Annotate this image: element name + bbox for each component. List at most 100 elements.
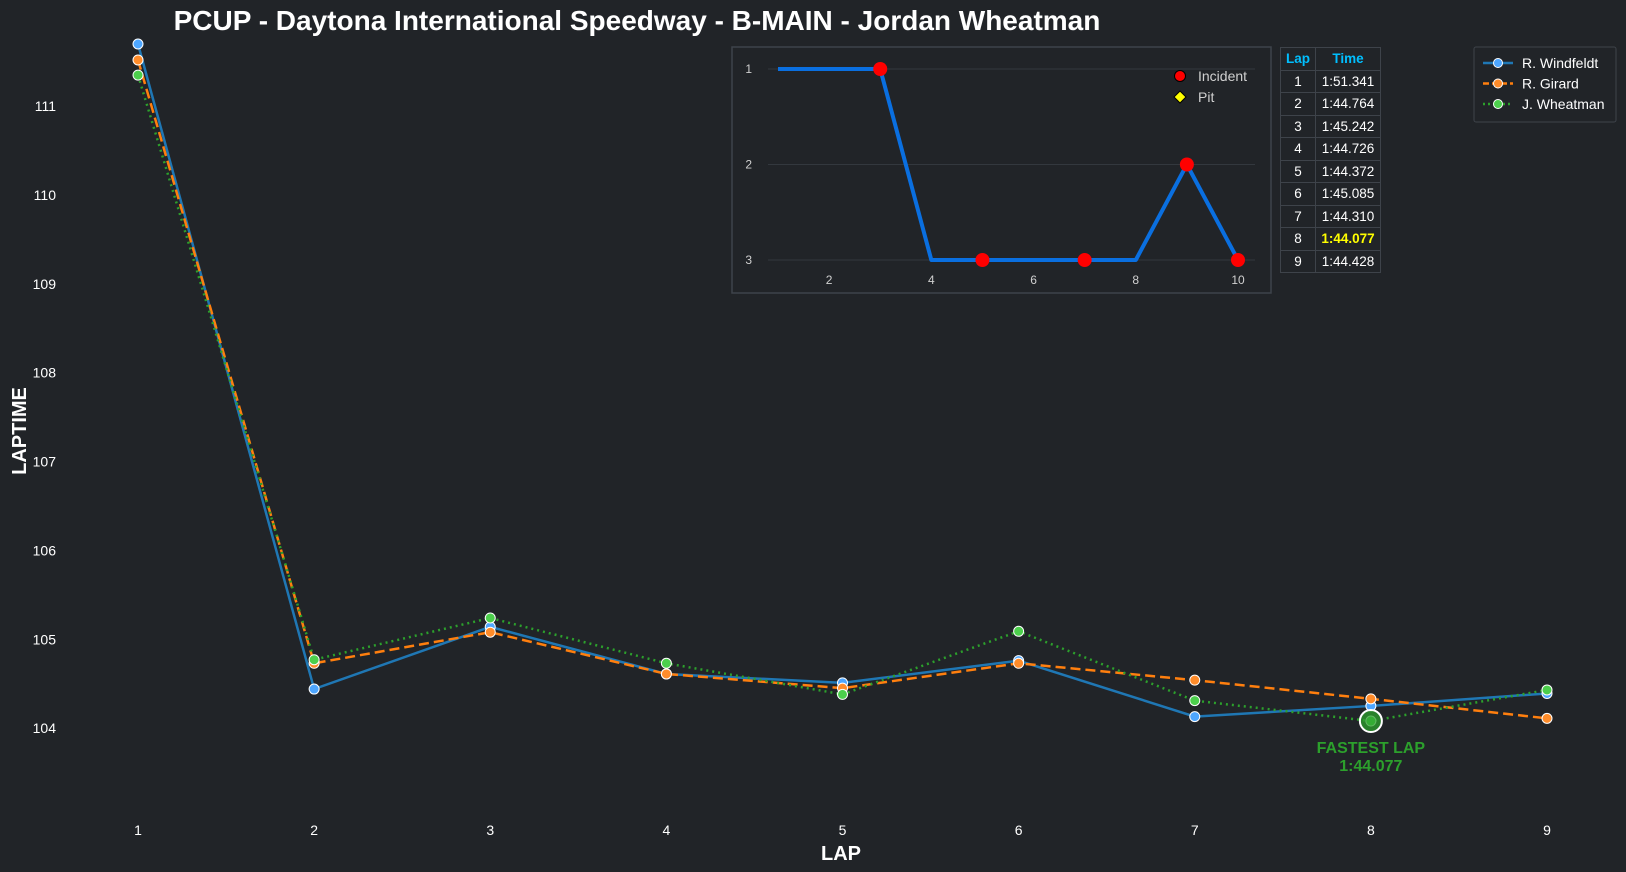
inset-legend-entry: Pit — [1198, 89, 1214, 105]
lap-number-cell: 7 — [1280, 204, 1316, 228]
lap-times-table: Lap Time 1 1:51.341 2 1:44.764 3 1:45.242 4 1:4… — [1280, 47, 1381, 273]
x-tick-label: 1 — [134, 822, 142, 838]
data-point — [1013, 657, 1025, 669]
inset-frame — [731, 46, 1272, 294]
x-tick-label: 2 — [310, 822, 318, 838]
y-tick-label: 106 — [33, 542, 57, 558]
y-tick-label: 104 — [33, 720, 57, 736]
data-point — [132, 38, 144, 50]
table-row: 2 1:44.764 — [1280, 92, 1381, 116]
time-column-header: Time — [1315, 47, 1381, 71]
data-point — [1189, 674, 1201, 686]
inset-x-tick: 8 — [1132, 273, 1139, 287]
inset-legend-entry: Incident — [1198, 68, 1247, 84]
data-point — [308, 683, 320, 695]
data-point — [837, 688, 848, 700]
position-line — [778, 67, 1240, 262]
inset-x-tick: 4 — [928, 273, 935, 287]
lap-time-cell: 1:44.077 — [1315, 227, 1381, 251]
lap-time-cell: 1:44.428 — [1315, 249, 1381, 273]
data-point — [1189, 695, 1201, 707]
lap-number-cell: 4 — [1280, 137, 1316, 161]
table-row: 1 1:51.341 — [1280, 69, 1381, 93]
data-point — [132, 69, 144, 81]
lap-time-cell: 1:45.242 — [1315, 114, 1381, 138]
inset-x-tick: 2 — [826, 273, 833, 287]
lap-column-header: Lap — [1280, 47, 1316, 71]
x-axis-label: LAP — [821, 843, 861, 865]
chart-title: PCUP - Daytona International Speedway - … — [174, 5, 1101, 36]
series-1 — [132, 54, 1553, 724]
incident-marker — [975, 253, 990, 267]
table-row: 3 1:45.242 — [1280, 114, 1381, 138]
lap-number-cell: 9 — [1280, 249, 1316, 273]
lap-time-cell: 1:44.372 — [1315, 159, 1381, 183]
table-header-row: Lap Time — [1280, 47, 1381, 71]
x-tick-label: 9 — [1543, 822, 1551, 838]
incident-marker — [1231, 253, 1245, 267]
series-line — [136, 59, 1548, 720]
inset-y-tick: 3 — [745, 253, 752, 267]
y-tick-label: 105 — [33, 631, 57, 647]
x-tick-label: 4 — [662, 822, 670, 838]
lap-time-cell: 1:45.085 — [1315, 182, 1381, 206]
data-point — [1013, 625, 1025, 637]
lap-time-cell: 1:44.764 — [1315, 92, 1381, 116]
legend-marker — [1493, 78, 1503, 89]
lap-number-cell: 3 — [1280, 114, 1316, 138]
x-tick-label: 3 — [486, 822, 494, 838]
lap-number-cell: 6 — [1280, 182, 1316, 206]
position-inset: 1 2 3 2 4 6 8 10 Incident Pit — [731, 46, 1272, 294]
y-tick-label: 108 — [33, 365, 57, 381]
data-point — [1365, 693, 1377, 705]
data-point — [132, 54, 144, 66]
data-point — [1189, 711, 1201, 723]
table-row: 7 1:44.310 — [1280, 204, 1381, 228]
lap-time-cell: 1:51.341 — [1315, 69, 1381, 93]
data-point — [1541, 712, 1553, 724]
lap-number-cell: 5 — [1280, 159, 1316, 183]
inset-y-tick: 1 — [745, 62, 752, 76]
y-tick-label: 109 — [33, 276, 57, 292]
lap-number-cell: 2 — [1280, 92, 1316, 116]
data-point — [660, 668, 672, 680]
fastest-lap-marker — [1358, 709, 1383, 734]
y-tick-label: 110 — [34, 187, 57, 203]
lap-time-cell: 1:44.310 — [1315, 204, 1381, 228]
x-tick-label: 5 — [839, 822, 847, 838]
table-row: 8 1:44.077 — [1280, 227, 1381, 251]
table-row: 6 1:45.085 — [1280, 182, 1381, 206]
legend-entry: R. Windfeldt — [1522, 55, 1598, 71]
y-tick-label: 107 — [33, 454, 57, 470]
legend-marker — [1493, 99, 1503, 109]
x-tick-label: 6 — [1015, 822, 1023, 838]
legend-entry: R. Girard — [1522, 76, 1579, 92]
data-point — [308, 654, 320, 666]
incident-marker — [1179, 157, 1194, 172]
lap-number-cell: 1 — [1280, 69, 1316, 93]
incident-marker — [1077, 253, 1092, 267]
inset-y-tick: 2 — [745, 158, 752, 172]
inset-x-tick: 6 — [1030, 273, 1037, 287]
data-point — [1541, 684, 1553, 696]
fastest-lap-label: FASTEST LAP — [1317, 740, 1426, 757]
table-row: 9 1:44.428 — [1280, 249, 1381, 273]
legend-marker — [1493, 58, 1503, 68]
table-row: 4 1:44.726 — [1280, 137, 1381, 161]
table-row: 5 1:44.372 — [1280, 159, 1381, 183]
x-tick-label: 8 — [1367, 822, 1375, 838]
lap-number-cell: 8 — [1280, 227, 1316, 251]
y-axis-label: LAPTIME — [9, 387, 31, 475]
x-tick-label: 7 — [1191, 822, 1199, 838]
incident-legend-icon — [1174, 70, 1186, 82]
data-point — [660, 657, 672, 669]
main-legend: R. Windfeldt R. Girard J. Wheatman — [1473, 46, 1617, 123]
data-point — [484, 626, 496, 638]
fastest-lap-annotation: FASTEST LAP 1:44.077 — [1317, 740, 1426, 775]
pit-legend-icon — [1173, 90, 1187, 104]
lap-time-cell: 1:44.726 — [1315, 137, 1381, 161]
inset-x-tick: 10 — [1231, 273, 1245, 287]
data-point — [484, 612, 496, 624]
